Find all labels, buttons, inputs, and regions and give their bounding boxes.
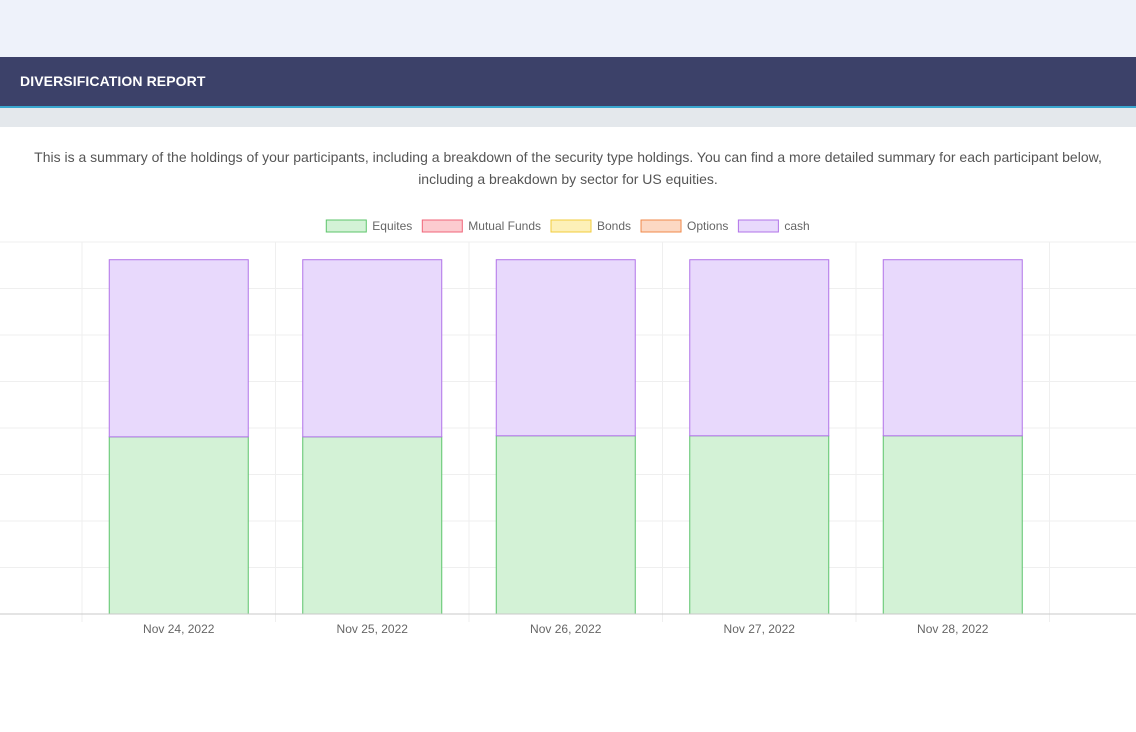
bar-cash [302, 259, 443, 438]
x-tick-label: Nov 28, 2022 [917, 622, 989, 636]
bar-equites [689, 435, 830, 615]
diversification-chart: Nov 24, 2022 Nov 25, 2022 Nov 26, 2022 Nov … [0, 205, 1136, 645]
legend-item: Bonds [550, 219, 631, 233]
legend-item: cash [737, 219, 810, 233]
legend-item: Mutual Funds [421, 219, 541, 233]
legend-label: Mutual Funds [468, 219, 541, 233]
legend-item: Equites [325, 219, 412, 233]
bar-equites [882, 435, 1023, 615]
bar-cash [495, 259, 636, 437]
legend-swatch [737, 219, 779, 233]
bar-cash [882, 259, 1023, 437]
x-tick-label: Nov 24, 2022 [143, 622, 215, 636]
bar-equites [108, 436, 249, 615]
legend-item: Options [640, 219, 728, 233]
sub-header-band [0, 108, 1136, 127]
legend-swatch [421, 219, 463, 233]
bar-equites [495, 435, 636, 615]
legend-swatch [325, 219, 367, 233]
legend-label: Options [687, 219, 728, 233]
legend-label: Bonds [597, 219, 631, 233]
bar-equites [302, 436, 443, 615]
legend-label: cash [784, 219, 809, 233]
chart-svg: Nov 24, 2022 Nov 25, 2022 Nov 26, 2022 Nov … [0, 219, 1136, 636]
legend-label: Equites [372, 219, 412, 233]
x-tick-label: Nov 25, 2022 [337, 622, 409, 636]
chart-legend: Equites Mutual Funds Bonds Options cash [325, 219, 810, 233]
report-description: This is a summary of the holdings of you… [34, 149, 1102, 187]
legend-swatch [550, 219, 592, 233]
bar-cash [108, 259, 249, 438]
x-tick-label: Nov 26, 2022 [530, 622, 602, 636]
legend-swatch [640, 219, 682, 233]
bar-cash [689, 259, 830, 437]
page-title: DIVERSIFICATION REPORT [20, 73, 206, 89]
chart-bars [108, 259, 1023, 615]
top-band [0, 0, 1136, 57]
x-tick-label: Nov 27, 2022 [724, 622, 796, 636]
report-header: DIVERSIFICATION REPORT [0, 57, 1136, 108]
